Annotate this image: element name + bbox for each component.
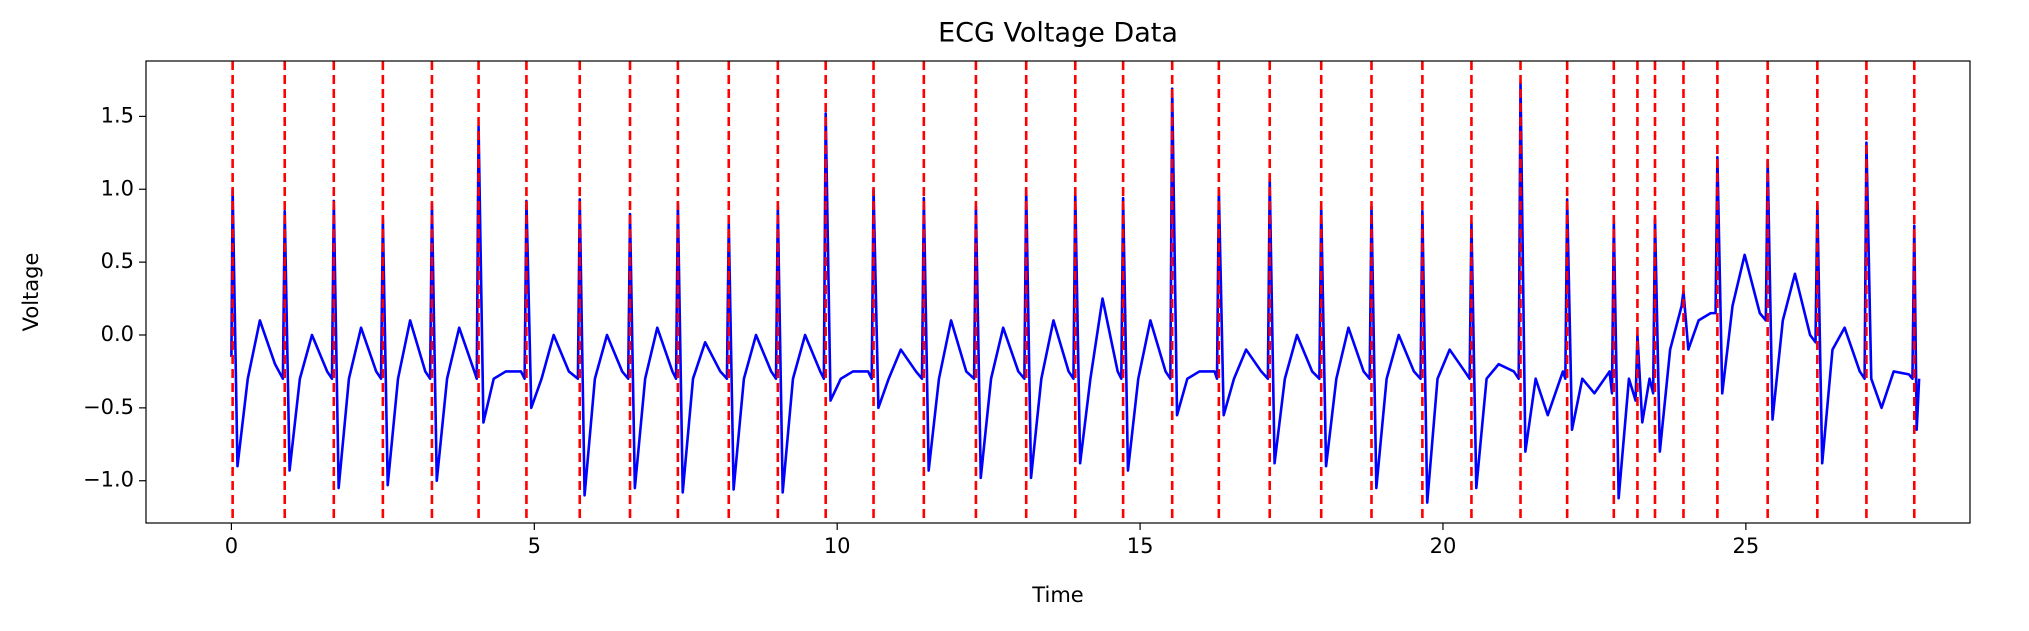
y-tick-label: 1.5 [101, 103, 134, 127]
x-tick-label: 5 [528, 534, 541, 558]
y-tick-label: 0.0 [101, 322, 134, 346]
y-tick-label: 1.0 [101, 176, 134, 200]
y-tick-label: −1.0 [83, 468, 134, 492]
chart-title: ECG Voltage Data [938, 18, 1178, 49]
x-axis-label: Time [1031, 583, 1083, 607]
y-tick-label: −0.5 [83, 395, 134, 419]
x-tick-label: 0 [225, 534, 238, 558]
x-tick-label: 10 [824, 534, 851, 558]
x-tick-label: 20 [1430, 534, 1457, 558]
x-tick-label: 15 [1127, 534, 1154, 558]
y-axis-label: Voltage [19, 253, 43, 332]
y-tick-label: 0.5 [101, 249, 134, 273]
plot-frame [145, 60, 1971, 524]
x-tick-label: 25 [1732, 534, 1759, 558]
